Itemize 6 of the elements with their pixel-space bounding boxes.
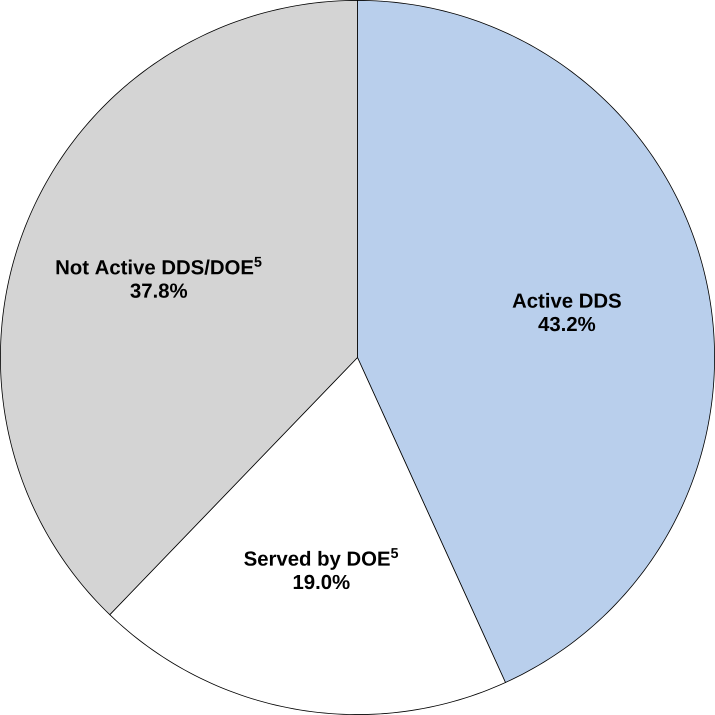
data-label: 19.0%: [294, 574, 350, 590]
slice-label: Not Active DDS/DOE$^{5}$: [56, 256, 262, 275]
data-label: 43.2%: [538, 316, 596, 332]
data-label: 37.8%: [130, 283, 188, 298]
slice-label: Active DDS: [512, 292, 621, 308]
slice-label: Served by DOE$^{5}$: [244, 548, 398, 570]
